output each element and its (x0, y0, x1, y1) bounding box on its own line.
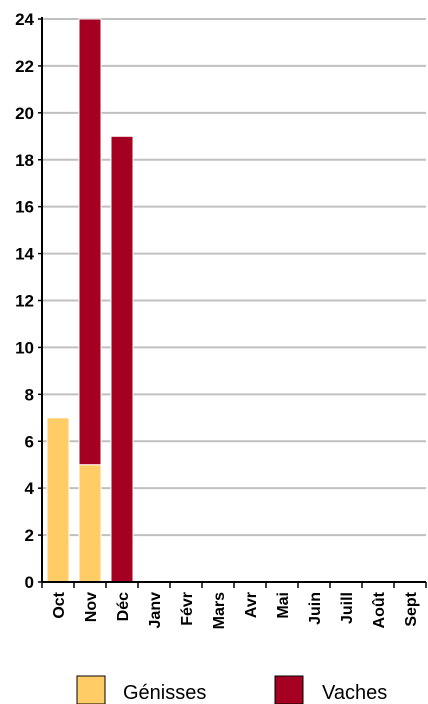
x-tick-label: Mai (275, 592, 292, 619)
bars (46, 18, 134, 583)
y-tick-label: 24 (15, 10, 34, 29)
x-tick-label: Oct (51, 591, 68, 618)
x-tick-label: Avr (243, 592, 260, 618)
x-tick-label: Déc (115, 592, 132, 621)
y-tick-label: 4 (25, 479, 35, 498)
y-tick-label: 18 (15, 151, 34, 170)
x-tick-label: Août (371, 591, 388, 628)
x-tick-label: Mars (211, 592, 228, 629)
y-tick-label: 2 (25, 526, 34, 545)
bar-g-nisses-1 (78, 464, 102, 583)
y-tick-label: 8 (25, 385, 34, 404)
y-tick-label: 14 (15, 245, 34, 264)
x-tick-label: Nov (83, 592, 100, 622)
gridlines (42, 18, 426, 537)
bar-vaches-2 (110, 135, 134, 583)
legend-swatch-g-nisses (76, 675, 106, 704)
legend-label: Vaches (322, 682, 387, 704)
axes (38, 17, 427, 588)
legend: Génisses Vaches (76, 675, 387, 704)
y-tick-label: 12 (15, 292, 34, 311)
x-tick-label: Juin (307, 592, 324, 625)
legend-swatch-vaches (274, 675, 304, 704)
bar-vaches-1 (78, 18, 102, 466)
bar-g-nisses-0 (46, 417, 70, 583)
x-tick-label: Sept (403, 591, 420, 626)
x-tick-label: Févr (179, 592, 196, 626)
x-tick-label: Juill (339, 592, 356, 624)
y-tick-label: 20 (15, 104, 34, 123)
y-tick-label: 16 (15, 198, 34, 217)
y-tick-label: 6 (25, 432, 34, 451)
legend-label: Génisses (123, 682, 206, 704)
y-tick-label: 10 (15, 338, 34, 357)
y-tick-label: 0 (25, 573, 34, 592)
x-tick-label: Janv (147, 592, 164, 629)
y-tick-label: 22 (15, 57, 34, 76)
x-axis-ticks: Oct Nov Déc Janv Févr Mars Avr Mai Juin Juill Août… (51, 591, 420, 629)
